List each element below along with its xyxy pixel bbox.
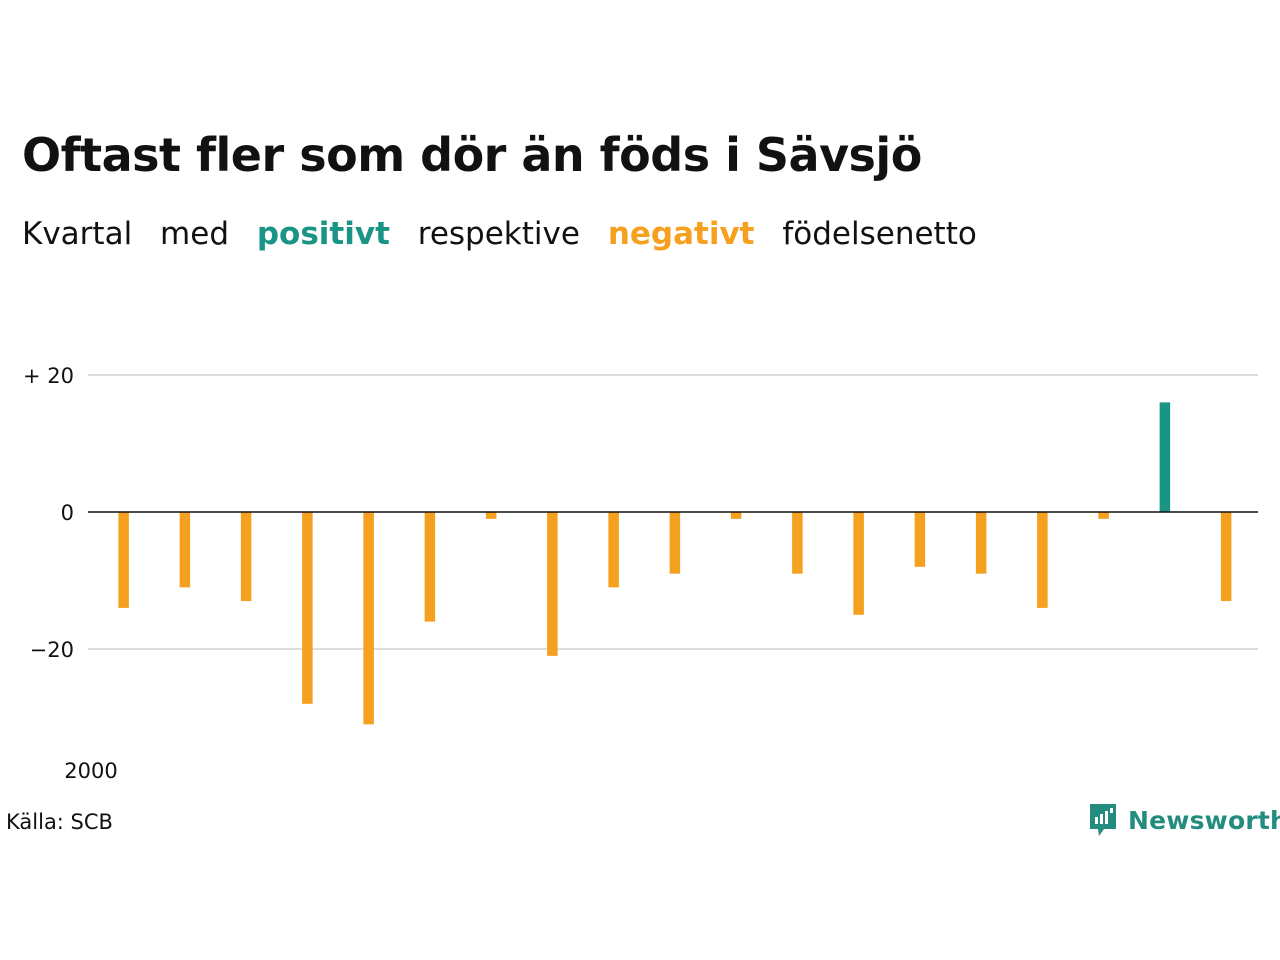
bar <box>669 512 681 574</box>
y-tick-label: + 20 <box>23 364 74 388</box>
newsworthy-logo-icon <box>1090 804 1116 836</box>
bar <box>485 512 497 519</box>
logo-text: Newsworthy <box>1128 805 1280 835</box>
bar <box>792 512 803 574</box>
bar <box>547 512 558 656</box>
bar <box>975 512 987 574</box>
bar-chart: + 200−2020002005201020152020 <box>23 364 1258 783</box>
subtitle-word: Kvartal <box>22 216 133 252</box>
subtitle-word: respektive <box>417 216 580 252</box>
bar <box>1098 512 1109 519</box>
bar <box>424 512 436 622</box>
bar <box>730 512 742 519</box>
bar <box>1159 402 1171 512</box>
x-tick-label: 2000 <box>64 759 117 783</box>
source-label: Källa: SCB <box>6 810 113 834</box>
bar <box>608 512 619 588</box>
subtitle-negative-label: negativt <box>607 216 755 252</box>
y-tick-label: 0 <box>61 501 74 525</box>
subtitle-word: med <box>160 216 229 252</box>
y-tick-label: −20 <box>30 638 74 662</box>
bar <box>179 512 191 588</box>
bar <box>363 512 374 725</box>
bar <box>118 512 129 608</box>
bar <box>914 512 926 567</box>
newsworthy-logo[interactable]: Newsworthy <box>1088 802 1280 838</box>
subtitle-word: födelsenetto <box>782 216 977 252</box>
subtitle-positive-label: positivt <box>256 216 390 252</box>
bar <box>1037 512 1048 608</box>
chart-subtitle: Kvartal med positivt respektive negativt… <box>22 216 995 252</box>
bar <box>1220 512 1232 602</box>
bar <box>240 512 252 602</box>
chart-title: Oftast fler som dör än föds i Sävsjö <box>22 128 922 182</box>
bar <box>302 512 313 704</box>
bar <box>853 512 864 615</box>
